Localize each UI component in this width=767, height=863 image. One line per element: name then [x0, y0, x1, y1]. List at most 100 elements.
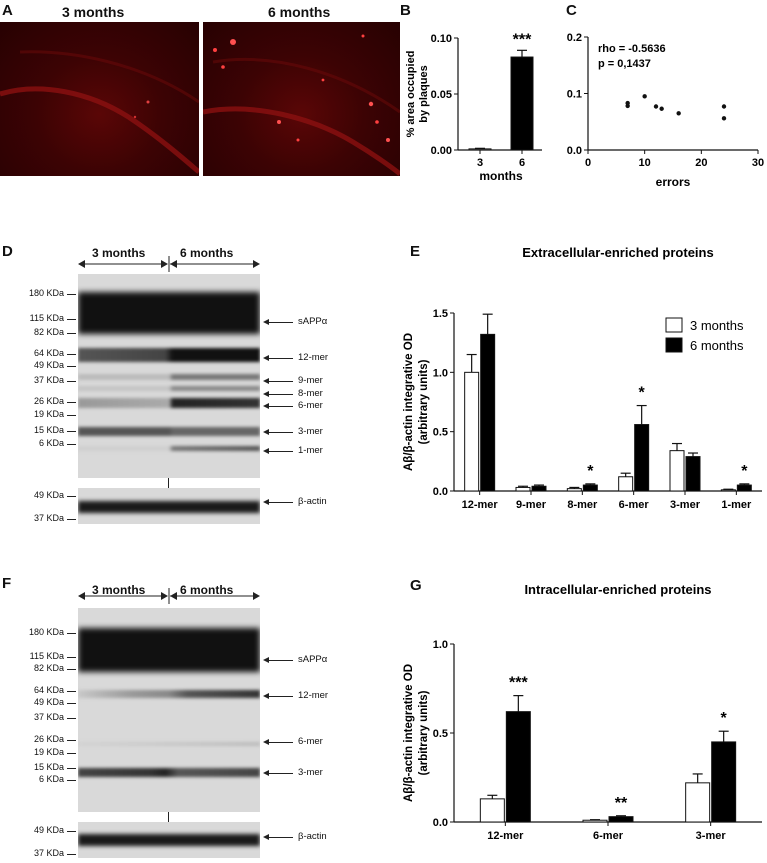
kda-f-6: 6 KDa [6, 774, 76, 784]
e-y-label-line1: Aβ/β-actin integrative OD [403, 333, 415, 471]
correlation-scatter-chart: 0.0 0.1 0.2 0 10 20 30 rho = -0.5636 p = 0,1437 e… [567, 32, 764, 189]
mer-d-12: 12-mer [262, 352, 329, 363]
c-point [642, 94, 647, 99]
blot-f-main [78, 608, 260, 812]
g-ytick-label: 0.5 [433, 728, 448, 740]
micrograph-6-months [203, 22, 400, 176]
e-xtick-label: 12-mer [462, 499, 499, 511]
blot-f-group-6-months: 6 months [180, 583, 234, 597]
e-significance: * [639, 385, 646, 402]
mer-f-6: 6-mer [263, 736, 323, 747]
e-bar [736, 484, 752, 492]
mer-f-12: 12-mer [262, 690, 329, 701]
e-bar [531, 485, 547, 492]
e-legend-label: 3 months [690, 318, 744, 333]
kda-d-115: 115 KDa [6, 313, 76, 323]
c-xtick-label: 30 [752, 157, 764, 169]
kda-f-64: 64 KDa [6, 685, 76, 695]
g-bar [505, 711, 531, 823]
mer-d-1: 1-mer [263, 445, 323, 456]
c-annotation-p: p = 0,1437 [598, 58, 651, 70]
blot-d-group-arrows [78, 256, 260, 272]
kda-d-37: 37 KDa [6, 375, 76, 385]
g-significance: * [721, 710, 728, 727]
kda-f-actin-49: 49 KDa [6, 825, 76, 835]
kda-d-49: 49 KDa [6, 360, 76, 370]
c-x-label: errors [656, 175, 691, 189]
mer-d-3: 3-mer [263, 426, 323, 437]
g-bar [479, 798, 505, 823]
panel-e-letter: E [410, 243, 421, 260]
kda-f-180: 180 KDa [6, 627, 76, 637]
c-annotation-rho: rho = -0.5636 [598, 43, 666, 55]
c-ytick-label: 0.0 [567, 145, 582, 157]
kda-f-15: 15 KDa [6, 762, 76, 772]
panel-g-letter: G [410, 577, 422, 594]
intracellular-chart: Intracellular-enriched proteins 0.0 0.5 1.0… [403, 582, 762, 842]
blot-d-main [78, 274, 260, 478]
e-bar [515, 486, 531, 492]
e-ytick-label: 0.5 [433, 427, 448, 439]
c-xtick-label: 0 [585, 157, 591, 169]
kda-d-82: 82 KDa [6, 327, 76, 337]
e-bar [685, 456, 701, 492]
b-bar [510, 56, 534, 151]
micrograph-3-months-title: 3 months [62, 4, 125, 20]
b-significance: *** [513, 31, 532, 48]
kda-f-115: 115 KDa [6, 651, 76, 661]
e-xtick-label: 6-mer [619, 499, 650, 511]
mer-d-9: 9-mer [263, 375, 323, 386]
c-point [721, 104, 727, 109]
b-ytick-label: 0.05 [431, 89, 452, 101]
micrograph-3-months [0, 22, 199, 176]
kda-d-actin-37: 37 KDa [6, 513, 76, 523]
g-y-label-line2: (arbitrary units) [418, 690, 430, 775]
e-xtick-label: 9-mer [516, 499, 547, 511]
kda-d-19: 19 KDa [6, 409, 76, 419]
actin-d-label: β-actin [263, 496, 327, 507]
b-xtick-label: 3 [477, 157, 483, 169]
blot-f-group-arrows [78, 588, 260, 604]
g-xtick-label: 3-mer [696, 830, 727, 842]
e-legend-swatch [665, 337, 683, 353]
b-y-label-line1: % area occupied [405, 51, 417, 138]
c-point [721, 116, 727, 121]
e-xtick-label: 8-mer [567, 499, 598, 511]
e-legend-label: 6 months [690, 338, 744, 353]
actin-f-label: β-actin [263, 831, 327, 842]
c-point [625, 100, 630, 106]
b-ytick-label: 0.00 [431, 145, 452, 157]
c-ytick-label: 0.2 [567, 32, 582, 44]
e-bar [634, 424, 650, 492]
c-point [676, 111, 681, 116]
e-significance: * [587, 463, 594, 480]
c-point [653, 104, 659, 109]
g-y-label-line1: Aβ/β-actin integrative OD [403, 664, 415, 802]
blot-d-group-3-months: 3 months [92, 246, 146, 260]
e-ytick-label: 1.5 [433, 308, 448, 320]
e-legend-swatch [665, 317, 683, 333]
b-xtick-label: 6 [519, 157, 525, 169]
kda-d-180: 180 KDa [6, 288, 76, 298]
e-y-label-line2: (arbitrary units) [418, 359, 430, 444]
b-x-label: months [479, 169, 523, 183]
mer-d-8: 8-mer [263, 388, 323, 399]
c-ytick-label: 0.1 [567, 89, 582, 101]
g-significance: ** [615, 795, 628, 812]
e-significance: * [741, 463, 748, 480]
c-point [659, 106, 664, 111]
kda-d-64: 64 KDa [6, 348, 76, 358]
mer-d-sappa: sAPPα [262, 316, 328, 327]
e-xtick-label: 1-mer [721, 499, 752, 511]
kda-f-82: 82 KDa [6, 663, 76, 673]
e-bar [480, 333, 496, 492]
kda-d-15: 15 KDa [6, 425, 76, 435]
e-bar [582, 484, 598, 492]
blot-d-divider [168, 478, 169, 488]
g-bar [608, 816, 634, 823]
g-xtick-label: 12-mer [487, 830, 524, 842]
blot-d-actin [78, 488, 260, 524]
g-significance: *** [509, 675, 528, 692]
kda-f-19: 19 KDa [6, 747, 76, 757]
g-xtick-label: 6-mer [593, 830, 624, 842]
